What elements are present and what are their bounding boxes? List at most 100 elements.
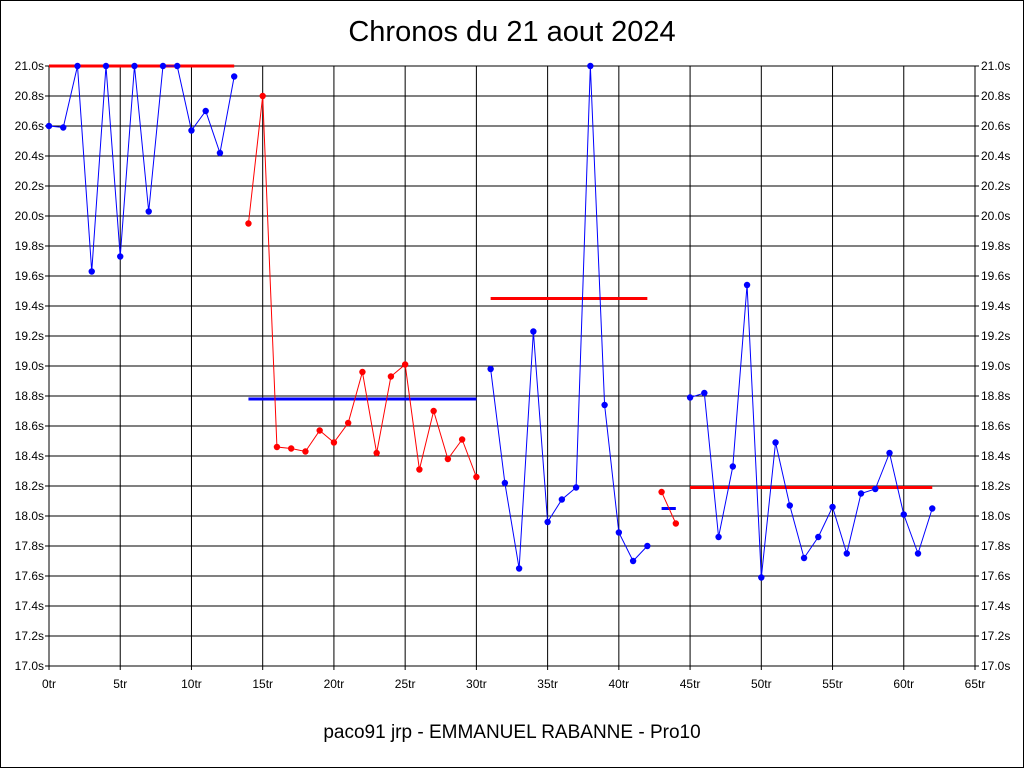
data-point (430, 407, 437, 415)
data-point (587, 62, 594, 70)
y-tick-label-left: 18.0s (15, 509, 44, 523)
data-point (501, 479, 509, 487)
data-point (715, 533, 722, 541)
data-point (686, 394, 694, 401)
data-point (287, 445, 295, 452)
y-tick-label-left: 20.0s (15, 209, 44, 223)
y-tick-label-right: 17.2s (981, 629, 1010, 643)
x-tick-label: 20tr (324, 677, 345, 691)
y-tick-label-left: 18.4s (15, 449, 44, 463)
data-point (45, 122, 53, 130)
x-tick-label: 5tr (113, 677, 127, 691)
y-tick-label-right: 17.0s (981, 659, 1010, 673)
data-point (74, 62, 81, 70)
y-tick-label-right: 18.2s (981, 479, 1010, 493)
data-point (872, 485, 879, 493)
y-tick-label-right: 20.4s (981, 149, 1010, 163)
chart-footer: paco91 jrp - EMMANUEL RABANNE - Pro10 (323, 722, 701, 743)
series-group (45, 62, 936, 581)
series-line (661, 491, 677, 524)
y-tick-label-right: 18.8s (981, 389, 1010, 403)
data-point (843, 550, 850, 557)
data-point (231, 73, 238, 80)
y-tick-label-left: 19.2s (15, 329, 44, 343)
chart-title: Chronos du 21 aout 2024 (348, 16, 676, 48)
data-point (672, 520, 680, 527)
data-point (857, 490, 865, 497)
data-point (145, 208, 152, 215)
y-tick-label-right: 18.4s (981, 449, 1010, 463)
axes: 17.0s 17.0s 17.2s 17.2s 17.4s 17.4s 17.6s 17.6s… (15, 59, 1011, 691)
data-point (259, 92, 266, 100)
y-tick-label-left: 19.8s (15, 239, 44, 253)
data-point (373, 449, 380, 457)
data-point (159, 62, 167, 70)
data-point (273, 443, 281, 451)
y-tick-label-left: 20.4s (15, 149, 44, 163)
y-tick-label-right: 20.2s (981, 179, 1010, 193)
data-point (572, 484, 580, 491)
y-tick-label-right: 17.8s (981, 539, 1010, 553)
x-tick-label: 60tr (893, 677, 914, 691)
data-point (188, 127, 195, 134)
y-tick-label-right: 17.4s (981, 599, 1010, 613)
y-tick-label-left: 21.0s (15, 59, 44, 73)
x-tick-label: 50tr (751, 677, 772, 691)
x-tick-label: 25tr (395, 677, 416, 691)
data-point (758, 574, 765, 581)
data-point (245, 220, 252, 227)
data-point (929, 505, 936, 512)
series-line (247, 95, 477, 478)
y-tick-label-left: 19.4s (15, 299, 44, 313)
y-tick-label-left: 18.6s (15, 419, 44, 433)
data-point (131, 62, 138, 70)
y-tick-label-right: 18.0s (981, 509, 1010, 523)
x-tick-label: 35tr (537, 677, 558, 691)
y-tick-label-right: 19.4s (981, 299, 1010, 313)
data-point (359, 368, 366, 376)
data-point (60, 124, 67, 131)
data-point (515, 565, 523, 572)
data-point (302, 448, 309, 455)
x-tick-label: 40tr (609, 677, 630, 691)
y-tick-label-right: 19.8s (981, 239, 1010, 253)
data-point (530, 328, 537, 335)
y-tick-label-right: 19.0s (981, 359, 1010, 373)
data-point (829, 503, 836, 511)
y-tick-label-left: 19.0s (15, 359, 44, 373)
data-point (786, 502, 793, 509)
grid (48, 65, 976, 667)
data-point (174, 62, 181, 70)
y-tick-label-left: 17.6s (15, 569, 44, 583)
data-point (88, 268, 95, 275)
data-point (416, 466, 423, 473)
y-tick-label-right: 20.6s (981, 119, 1010, 133)
y-tick-label-right: 19.6s (981, 269, 1010, 283)
data-point (458, 436, 466, 443)
y-tick-label-right: 20.0s (981, 209, 1010, 223)
data-point (316, 427, 323, 434)
data-point (629, 557, 637, 565)
y-tick-label-left: 20.8s (15, 89, 44, 103)
y-tick-label-right: 18.6s (981, 419, 1010, 433)
data-point (117, 253, 124, 260)
data-point (202, 107, 209, 115)
data-point (729, 463, 737, 470)
data-point (473, 473, 480, 481)
data-point (815, 533, 822, 541)
y-tick-label-left: 17.4s (15, 599, 44, 613)
data-point (558, 496, 566, 503)
x-tick-label: 15tr (252, 677, 273, 691)
y-tick-label-left: 18.2s (15, 479, 44, 493)
x-tick-label: 65tr (965, 677, 986, 691)
data-point (772, 439, 779, 446)
y-tick-label-right: 20.8s (981, 89, 1010, 103)
y-tick-label-left: 17.8s (15, 539, 44, 553)
data-point (701, 389, 708, 397)
x-tick-label: 10tr (181, 677, 202, 691)
x-tick-label: 55tr (822, 677, 843, 691)
data-point (487, 365, 494, 373)
data-point (886, 449, 893, 457)
y-tick-label-left: 17.2s (15, 629, 44, 643)
